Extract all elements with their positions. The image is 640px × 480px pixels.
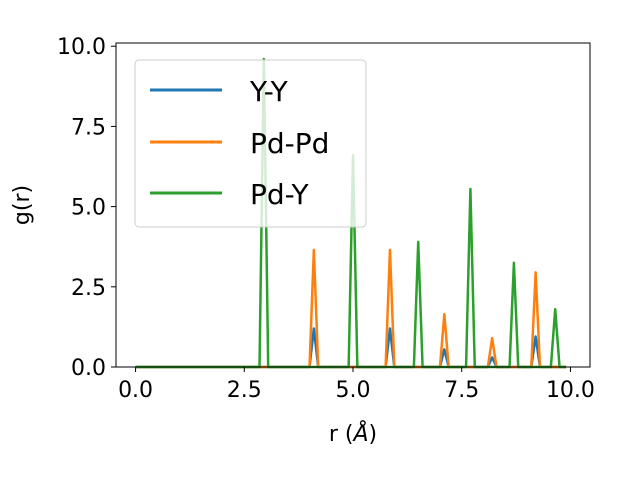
y-tick-label: 0.0 <box>71 356 106 381</box>
x-tick-label: 10.0 <box>546 378 595 403</box>
legend-label-y-y: Y-Y <box>249 75 289 108</box>
legend-label-pd-y: Pd-Y <box>250 178 309 211</box>
y-axis-ticks: 0.0 2.5 5.0 7.5 10.0 <box>57 35 116 381</box>
x-tick-label: 7.5 <box>444 378 479 403</box>
x-tick-label: 2.5 <box>227 378 262 403</box>
series-line-pd-pd <box>135 248 567 369</box>
legend-label-pd-pd: Pd-Pd <box>250 127 329 160</box>
x-axis-label: r (Å) <box>329 420 377 447</box>
y-tick-label: 10.0 <box>57 35 106 60</box>
x-axis-ticks: 0.0 2.5 5.0 7.5 10.0 <box>118 367 595 403</box>
legend: Y-Y Pd-Pd Pd-Y <box>134 59 367 228</box>
x-tick-label: 0.0 <box>118 378 153 403</box>
legend-box <box>134 59 367 228</box>
y-tick-label: 7.5 <box>71 115 106 140</box>
y-tick-label: 5.0 <box>71 196 106 221</box>
x-tick-label: 5.0 <box>336 378 371 403</box>
plot-frame <box>115 42 591 368</box>
y-axis-label: g(r) <box>10 185 35 225</box>
y-tick-label: 2.5 <box>71 276 106 301</box>
